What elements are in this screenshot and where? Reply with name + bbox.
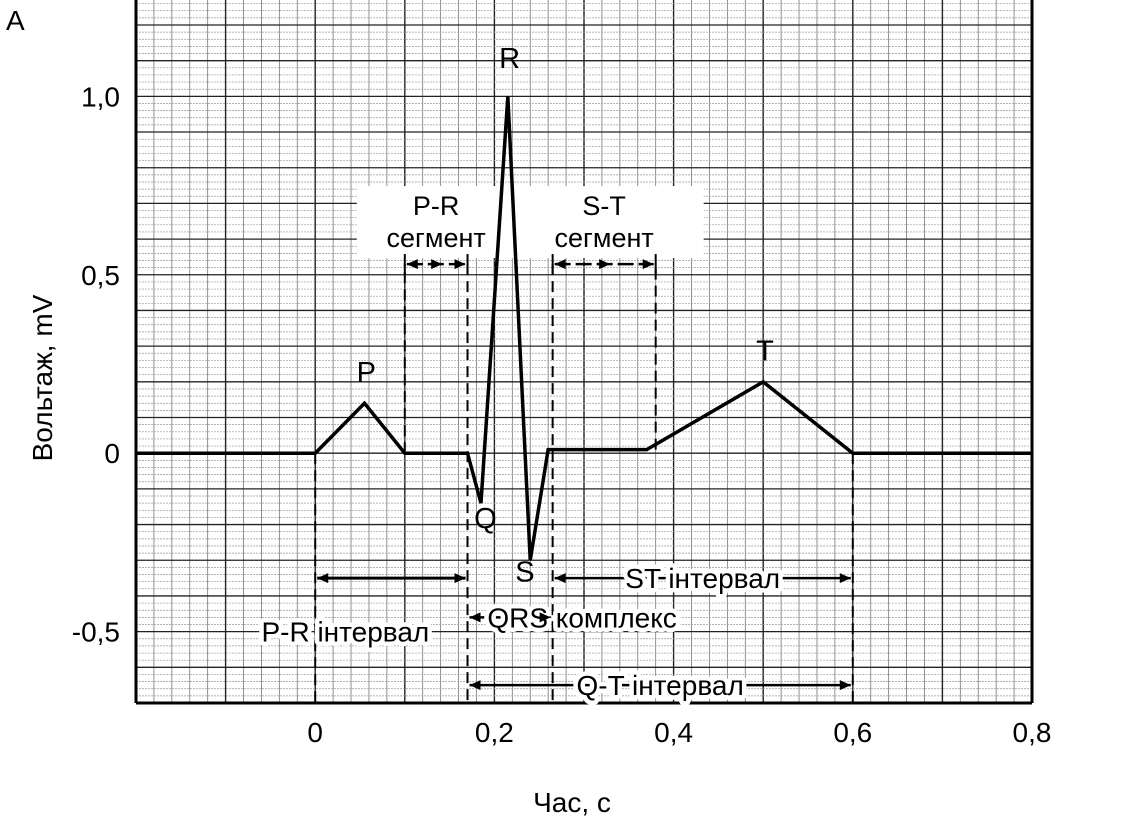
x-tick-label: 0 <box>307 717 323 748</box>
st-interval-label: ST інтервал <box>625 563 780 594</box>
x-tick-label: 0,6 <box>833 717 872 748</box>
qt-interval-label: Q-T інтервал <box>577 670 744 701</box>
chart-labels: P R QS T <box>357 43 775 589</box>
st-segment-subtitle: сегмент <box>555 223 654 253</box>
y-tick-label: 0,5 <box>81 260 120 291</box>
x-tick-label: 0,2 <box>475 717 514 748</box>
x-tick-label: 0,8 <box>1013 717 1052 748</box>
wave-label-t: T <box>756 335 774 367</box>
grid <box>134 0 1034 705</box>
x-tick-label: 0,4 <box>654 717 693 748</box>
arrow-head <box>431 259 443 270</box>
qrs-complex-label: QRS комплекс <box>487 602 676 633</box>
st-segment-title: S-T <box>582 191 626 221</box>
arrow-head <box>599 259 611 270</box>
pr-interval-label: P-R інтервал <box>261 617 429 648</box>
arrow-head <box>454 259 466 270</box>
arrow-head <box>642 259 654 270</box>
arrow-head <box>839 680 851 691</box>
arrow-head <box>539 612 551 623</box>
pr-segment-title: P-R <box>413 191 460 221</box>
ecg-trace <box>136 96 1032 561</box>
arrow-head <box>454 573 466 584</box>
arrow-head <box>554 259 566 270</box>
arrow-head <box>406 259 418 270</box>
pr-segment-subtitle: сегмент <box>387 223 486 253</box>
arrow-head <box>317 573 329 584</box>
y-tick-label: -0,5 <box>72 617 120 648</box>
panel-letter: A <box>6 5 25 36</box>
axis-ticks: 0 0,2 0,4 0,6 0,8 1,0 0,5 0 -0,5 <box>72 81 1052 748</box>
label-box <box>356 186 516 259</box>
arrow-head <box>469 680 481 691</box>
arrow-head <box>469 612 481 623</box>
wave-label-r: R <box>499 43 520 75</box>
arrow-head <box>554 573 566 584</box>
wave-label-p: P <box>357 357 376 389</box>
y-axis-label: Вольтаж, mV <box>27 294 58 461</box>
wave-label-s: S <box>515 557 534 589</box>
ecg-series-line <box>136 96 1032 561</box>
guide-lines <box>314 264 854 703</box>
wave-label-q: Q <box>474 503 497 535</box>
arrow-head <box>839 573 851 584</box>
y-tick-label: 0 <box>104 438 120 469</box>
label-box <box>504 186 704 259</box>
x-axis-label: Час, с <box>533 787 611 818</box>
y-tick-label: 1,0 <box>81 81 120 112</box>
